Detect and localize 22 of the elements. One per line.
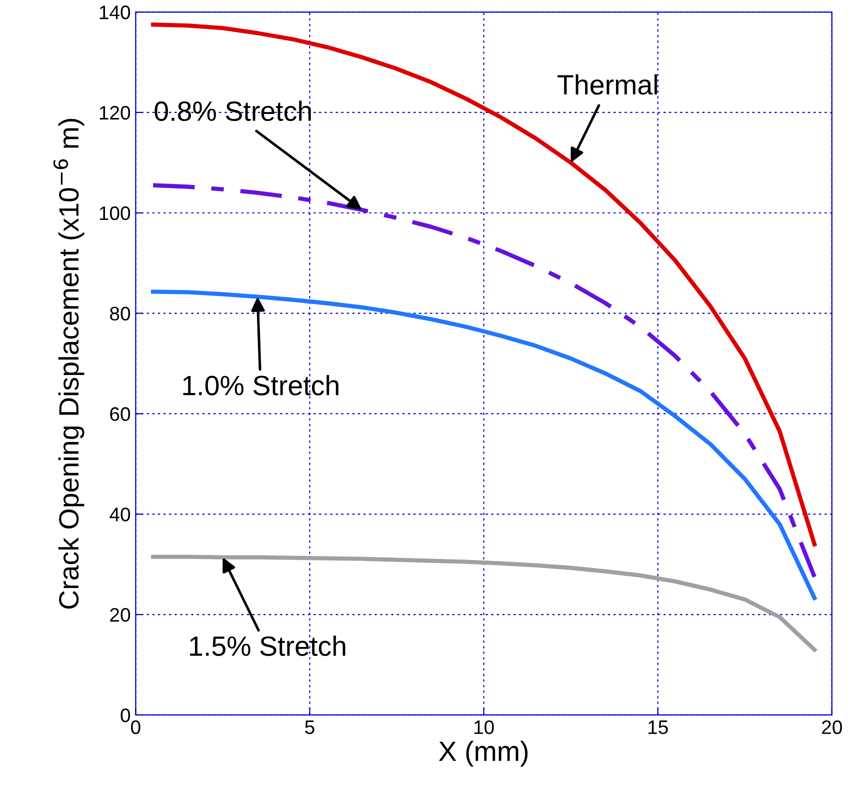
y-tick-label: 0	[120, 708, 130, 722]
y-tick-label: 140	[100, 6, 130, 20]
series-label: Thermal	[558, 74, 657, 95]
x-tick-label: 15	[648, 720, 668, 734]
x-tick-label: 5	[305, 720, 314, 734]
y-tick-label: 100	[100, 206, 130, 220]
y-tick-label: 60	[110, 407, 130, 421]
text: 0.8% Stretch	[154, 100, 311, 122]
y-tick-label: 40	[110, 508, 130, 522]
y-tick-label: 20	[110, 608, 130, 622]
y-tick-label: 80	[110, 306, 130, 321]
line-series	[151, 22, 817, 546]
x-tick-label: 10	[474, 720, 494, 734]
text: 1.0% Stretch	[183, 375, 338, 396]
line-series	[151, 290, 817, 600]
x-axis-title: X (mm)	[438, 740, 528, 767]
x-tick-label: 0	[131, 720, 140, 734]
y-tick-label: 120	[100, 106, 130, 120]
y-axis-title: Crack Opening Displacement (x10$^{−6}$ m)	[53, 118, 84, 609]
x-tick-label: 20	[822, 720, 842, 734]
text: 1.5% Stretch	[190, 636, 346, 656]
line-series	[151, 183, 817, 579]
